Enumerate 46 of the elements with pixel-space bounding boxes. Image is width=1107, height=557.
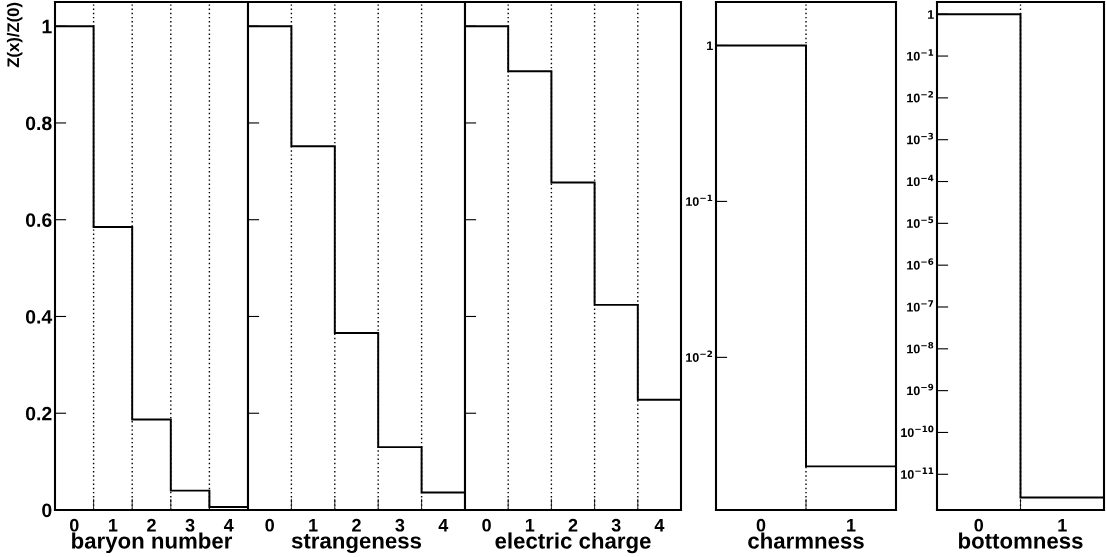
x-axis-title: electric charge (495, 532, 651, 554)
x-axis-title: charmness (748, 532, 864, 549)
y-tick-label: 10$^{−2}$ (686, 350, 713, 362)
x-axis-title: baryon number (72, 532, 233, 554)
y-tick-label: 10$^{−5}$ (907, 216, 934, 228)
y-tick-label: 10$^{−3}$ (907, 132, 934, 145)
y-tick-label: 10$^{−11}$ (901, 467, 934, 479)
y-tick-label: 1 (928, 10, 934, 19)
x-tick-label: 0 (482, 518, 491, 532)
x-tick-label: 0 (265, 518, 274, 532)
y-axis-title: Z(x)/Z(0) (6, 2, 23, 68)
y-tick-label: 0.8 (25, 116, 52, 131)
y-tick-label: 0 (42, 503, 52, 518)
y-tick-label: 0.2 (25, 406, 52, 421)
x-tick-label: 4 (223, 519, 234, 532)
x-tick-label: 3 (611, 518, 621, 532)
x-tick-label: 2 (568, 518, 578, 532)
x-tick-label: 3 (185, 518, 195, 532)
y-tick-label: 1 (707, 41, 713, 50)
y-tick-label: 10$^{−4}$ (907, 174, 934, 187)
x-tick-label: 1 (525, 519, 535, 532)
x-tick-label: 2 (352, 518, 361, 532)
x-tick-label: 4 (654, 519, 665, 532)
x-tick-label: 0 (69, 518, 79, 532)
y-tick-label: 1 (42, 19, 52, 34)
x-tick-label: 4 (438, 519, 449, 532)
y-tick-label: 0.6 (25, 213, 52, 227)
x-tick-label: 1 (309, 519, 318, 532)
y-tick-label: 10$^{−6}$ (907, 258, 934, 270)
y-tick-label: 10$^{−10}$ (901, 425, 934, 438)
y-tick-label: 10$^{−1}$ (686, 194, 713, 206)
x-axis-title: bottomness (959, 532, 1083, 549)
x-tick-label: 0 (756, 518, 766, 532)
x-tick-label: 1 (847, 519, 856, 532)
x-tick-label: 1 (1058, 519, 1067, 532)
x-tick-label: 1 (109, 519, 118, 532)
y-tick-label: 10$^{−1}$ (907, 49, 934, 61)
y-tick-label: 10$^{−2}$ (907, 91, 934, 103)
y-tick-label: 10$^{−7}$ (907, 300, 934, 312)
x-tick-label: 0 (974, 518, 984, 532)
x-axis-title: strangeness (291, 533, 422, 554)
y-tick-label: 10$^{−8}$ (907, 341, 934, 354)
y-tick-label: 0.4 (25, 309, 53, 324)
x-tick-label: 2 (147, 518, 156, 532)
y-tick-label: 10$^{−9}$ (907, 383, 934, 396)
x-tick-label: 3 (395, 518, 405, 532)
